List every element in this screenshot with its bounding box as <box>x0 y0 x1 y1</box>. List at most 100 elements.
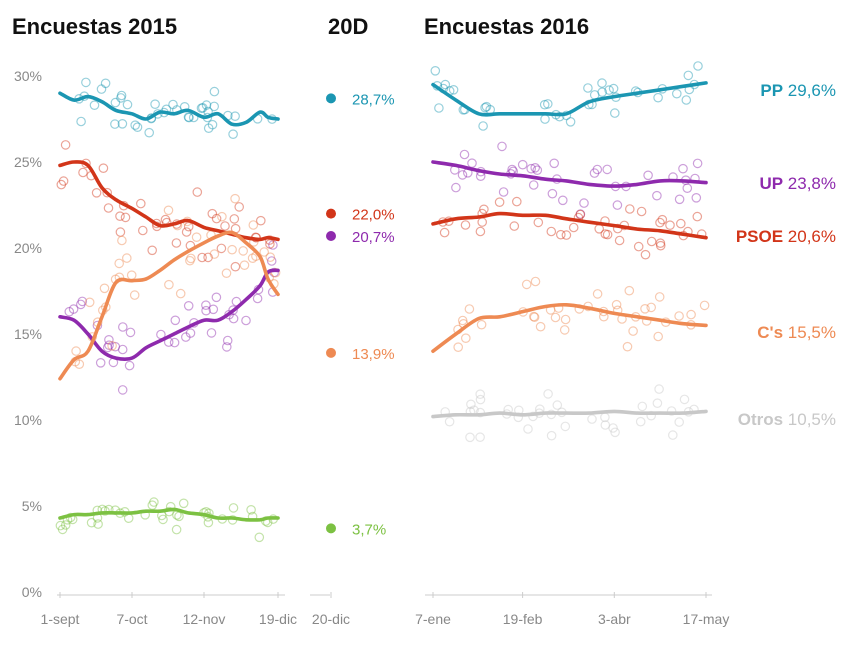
poll-point-up <box>185 328 196 338</box>
poll-point-pp <box>81 77 91 88</box>
poll-point-pp <box>540 114 550 124</box>
poll-point-cs <box>230 193 240 204</box>
x-tick-label: 7-ene <box>415 611 451 627</box>
result-dot-psoe <box>326 208 336 219</box>
poll-point-cs <box>217 211 227 222</box>
poll-point-up <box>589 168 600 178</box>
poll-point-otros <box>546 430 557 441</box>
poll-point-cs <box>654 292 665 302</box>
trend-line-2016-pp <box>431 81 708 117</box>
x-tick-label: 1-sept <box>41 611 80 627</box>
poll-point-psoe <box>255 215 266 226</box>
poll-point-cs <box>559 325 570 335</box>
x-tick-label: 3-abr <box>598 611 631 627</box>
poll-point-cs <box>129 290 140 300</box>
poll-point-cs <box>238 246 248 256</box>
x-tick-label: 7-oct <box>116 611 147 627</box>
result-dot-otros <box>326 523 336 534</box>
poll-point-otros <box>528 411 538 422</box>
result-label-pp: 28,7% <box>352 91 395 108</box>
poll-point-psoe <box>103 203 114 213</box>
poll-point-psoe <box>211 213 222 224</box>
poll-point-psoe <box>475 226 486 237</box>
poll-point-up <box>643 170 653 181</box>
poll-point-otros <box>203 517 214 528</box>
x-axis-lines <box>57 592 712 598</box>
poll-point-up <box>451 182 461 193</box>
poll-point-up <box>678 163 688 174</box>
poll-point-otros <box>674 417 684 427</box>
x-tick-label: 19-feb <box>503 611 543 627</box>
poll-point-cs <box>248 220 259 230</box>
poll-point-psoe <box>600 229 611 239</box>
poll-point-pp <box>130 120 140 130</box>
poll-point-psoe <box>171 238 182 248</box>
poll-point-up <box>691 193 702 203</box>
poll-point-cs <box>270 267 281 278</box>
poll-point-up <box>208 304 219 315</box>
poll-point-pp <box>583 83 593 93</box>
poll-point-up <box>592 164 603 175</box>
series-label-otros: Otros 10,5% <box>738 410 836 429</box>
poll-point-otros <box>667 430 678 440</box>
poll-point-psoe <box>102 187 112 198</box>
poll-point-up <box>110 341 121 352</box>
poll-point-psoe <box>203 252 213 263</box>
poll-point-cs <box>686 309 696 320</box>
poll-point-cs <box>247 253 258 264</box>
poll-point-psoe <box>115 211 125 221</box>
poll-point-pp <box>207 119 218 130</box>
poll-point-pp <box>122 99 133 110</box>
poll-point-psoe <box>160 214 171 225</box>
poll-point-psoe <box>675 218 686 229</box>
poll-point-up <box>612 200 623 210</box>
poll-point-psoe <box>568 222 579 233</box>
poll-point-otros <box>654 384 664 394</box>
result-label-cs: 13,9% <box>352 346 395 363</box>
y-tick-label: 5% <box>22 498 42 514</box>
poll-point-cs <box>185 255 195 266</box>
poll-point-cs <box>699 300 710 311</box>
poll-point-otros <box>475 389 485 399</box>
trend-line-2015-pp <box>58 91 280 127</box>
poll-point-pp <box>693 61 703 71</box>
poll-point-psoe <box>636 206 647 217</box>
series-label-cs: C's 15,5% <box>757 323 836 342</box>
poll-point-pp <box>480 102 490 113</box>
poll-point-up <box>181 332 191 342</box>
poll-point-up <box>211 292 222 303</box>
panel-title-2015: Encuestas 2015 <box>12 14 177 39</box>
poll-point-pp <box>116 93 126 103</box>
poll-point-psoe <box>633 241 644 252</box>
poll-point-cs <box>453 342 463 352</box>
poll-point-psoe <box>655 240 666 251</box>
poll-point-psoe <box>477 217 487 227</box>
poll-point-psoe <box>602 229 613 240</box>
poll-point-otros <box>86 517 97 528</box>
panel-title-2016: Encuestas 2016 <box>424 14 589 39</box>
poll-point-up <box>575 209 586 219</box>
poll-point-pp <box>478 121 488 131</box>
poll-point-pp <box>96 84 107 94</box>
poll-point-cs <box>186 253 196 264</box>
series-label-psoe: PSOE 20,6% <box>736 227 836 246</box>
poll-point-psoe <box>136 198 146 209</box>
poll-point-psoe <box>509 221 520 231</box>
poll-point-cs <box>476 319 487 330</box>
poll-point-up <box>222 335 233 346</box>
poll-point-pp <box>196 103 207 113</box>
poll-point-psoe <box>181 227 192 237</box>
poll-point-psoe <box>138 225 148 236</box>
trend-lines <box>58 81 708 522</box>
poll-point-cs <box>163 205 174 216</box>
poll-point-up <box>530 163 540 173</box>
y-tick-label: 15% <box>14 326 42 342</box>
poll-point-otros <box>178 498 189 509</box>
poll-point-cs <box>653 331 663 342</box>
poll-point-otros <box>60 520 71 530</box>
poll-point-pp <box>110 119 120 129</box>
poll-point-otros <box>149 497 159 507</box>
poll-point-up <box>457 170 468 180</box>
poll-point-up <box>652 190 662 201</box>
poll-point-cs <box>259 247 269 257</box>
